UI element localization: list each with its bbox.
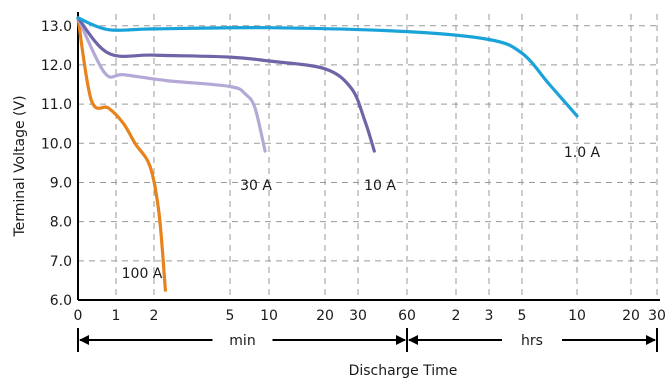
x-tick-label: 5	[226, 308, 235, 324]
x-tick-label: 30	[648, 308, 666, 324]
y-tick-label: 9.0	[50, 175, 72, 191]
series-label-100-a: 100 A	[122, 266, 163, 282]
labels: 100 A 30 A 10 A 1.0 A	[122, 145, 601, 282]
y-tick-label: 10.0	[41, 136, 72, 152]
series-label-1-0-a: 1.0 A	[564, 145, 601, 161]
x-tick-label: 5	[518, 308, 527, 324]
x-tick-label: 3	[485, 308, 494, 324]
x-tick-label: 2	[452, 308, 461, 324]
series-line-10-a	[76, 16, 376, 153]
x-tick-label: 2	[150, 308, 159, 324]
x-axis-title: Discharge Time	[349, 363, 458, 379]
range-label-min: min	[229, 333, 255, 349]
series-label-10-a: 10 A	[364, 178, 396, 194]
x-tick-label: 60	[398, 308, 416, 324]
x-tick-label: 30	[349, 308, 367, 324]
x-tick-label: 1	[112, 308, 121, 324]
y-tick-label: 7.0	[50, 254, 72, 270]
series-group	[76, 16, 579, 292]
y-axis-title: Terminal Voltage (V)	[12, 95, 28, 237]
y-tick-label: 13.0	[41, 19, 72, 35]
series-line-1-0-a	[76, 16, 579, 118]
x-tick-label: 20	[622, 308, 640, 324]
series-line-100-a	[76, 16, 167, 292]
grid	[78, 14, 660, 300]
y-tick-label: 12.0	[41, 58, 72, 74]
x-tick-label: 0	[74, 308, 83, 324]
x-tick-label: 10	[260, 308, 278, 324]
series-label-30-a: 30 A	[240, 178, 272, 194]
x-tick-label: 20	[316, 308, 334, 324]
series-line-30-a	[76, 16, 267, 153]
y-tick-label: 11.0	[41, 97, 72, 113]
y-tick-label: 8.0	[50, 215, 72, 231]
y-tick-label: 6.0	[50, 293, 72, 309]
range-label-hrs: hrs	[521, 333, 543, 349]
axes: 6.0 7.0 8.0 9.0 10.0 11.0 12.0 13.0 0 1 2 5 10 20 30 60…	[41, 12, 666, 352]
x-tick-label: 10	[568, 308, 586, 324]
